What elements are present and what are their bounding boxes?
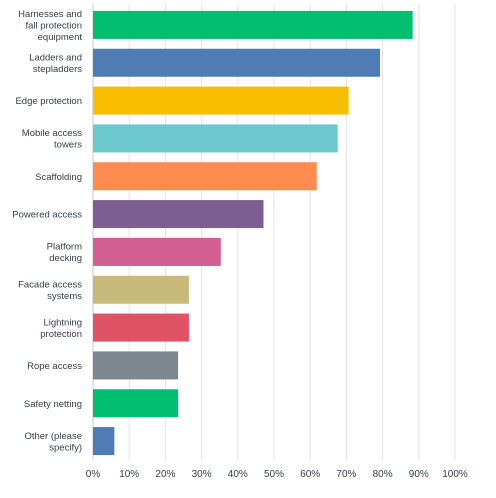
category-label-line: Lightning (43, 317, 82, 328)
x-tick-label: 20% (155, 469, 175, 480)
category-label-line: Other (please (24, 431, 82, 442)
x-tick-label: 70% (336, 469, 356, 480)
gridlines (92, 4, 456, 460)
bar (93, 162, 317, 191)
category-label-line: Safety netting (24, 399, 82, 410)
category-label-line: decking (49, 253, 82, 264)
x-tick-label: 30% (192, 469, 212, 480)
category-label-line: Platform (47, 242, 82, 253)
category-label-line: protection (40, 329, 82, 340)
bar (93, 86, 349, 115)
bar (93, 389, 179, 418)
bar (93, 124, 338, 153)
x-tick-label: 0% (86, 469, 101, 480)
bar (93, 275, 189, 304)
category-label: Rope access (27, 361, 82, 372)
x-tick-label: 90% (409, 469, 429, 480)
bar (93, 427, 115, 456)
category-label: Edge protection (15, 96, 82, 107)
category-label: Safety netting (24, 399, 82, 410)
category-label-line: Facade access (18, 280, 82, 291)
bar (93, 200, 264, 229)
category-label: Scaffolding (35, 172, 82, 183)
bar (93, 351, 179, 380)
bar (93, 313, 189, 342)
category-label-line: specify) (49, 442, 82, 453)
category-label-line: Rope access (27, 361, 82, 372)
category-label-line: Ladders and (29, 53, 82, 64)
category-label-line: Mobile access (22, 128, 82, 139)
bar (93, 10, 413, 39)
category-label-line: Edge protection (15, 96, 82, 107)
x-tick-label: 100% (442, 469, 468, 480)
x-tick-label: 50% (264, 469, 284, 480)
bars (93, 10, 413, 456)
category-label-line: towers (54, 140, 82, 151)
x-tick-label: 60% (300, 469, 320, 480)
x-tick-label: 10% (119, 469, 139, 480)
category-label-line: Harnesses and (18, 9, 82, 20)
category-label-line: equipment (38, 32, 83, 43)
bar (93, 48, 381, 77)
category-label-line: Powered access (12, 210, 82, 221)
category-label: Powered access (12, 210, 82, 221)
x-tick-label: 80% (373, 469, 393, 480)
category-label-line: systems (47, 291, 82, 302)
category-label-line: Scaffolding (35, 172, 82, 183)
bar (93, 237, 221, 266)
category-label-line: fall protection (25, 20, 82, 31)
x-axis-tick-labels: 0% 10% 20% 30% 40% 50% 60% 70% 80% 90% 100% (86, 469, 468, 480)
category-label-line: stepladders (33, 64, 82, 75)
x-tick-label: 40% (228, 469, 248, 480)
